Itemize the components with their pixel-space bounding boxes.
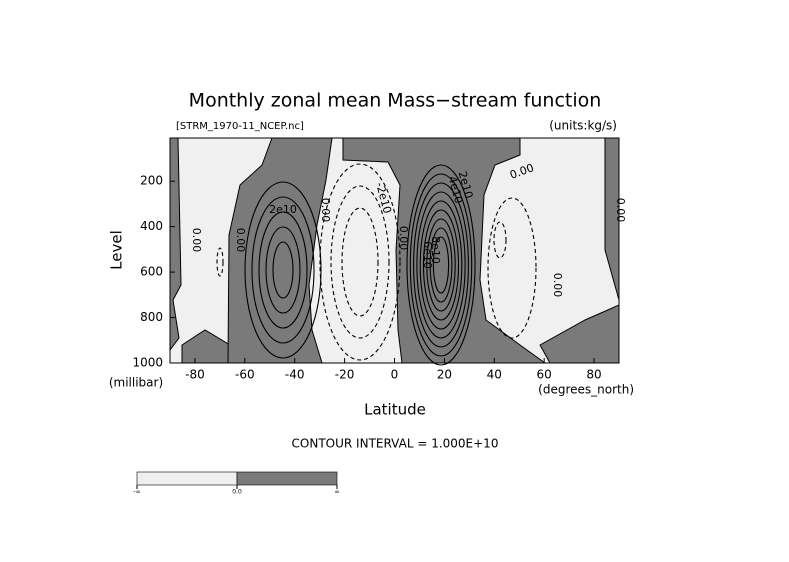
positive-region	[342, 137, 547, 364]
colorbar-negative	[136, 471, 238, 486]
contour-line	[419, 200, 463, 330]
contour-line	[265, 226, 301, 314]
contour-label: 0.00	[614, 198, 627, 223]
x-tick-label: 20	[437, 368, 452, 382]
colorbar-label: -∞	[133, 489, 140, 496]
y-tick-label: 200	[140, 174, 163, 188]
contour-line	[422, 209, 460, 321]
contour-line	[409, 173, 473, 357]
chart-title: Monthly zonal mean Mass−stream function	[189, 90, 602, 112]
subtitle: [STRM_1970-11_NCEP.nc]	[176, 121, 304, 132]
contour-line	[413, 182, 469, 348]
x-tick-label: 0	[391, 368, 399, 382]
contour-line	[432, 236, 450, 294]
positive-region	[227, 137, 333, 364]
contour-label: 2e10	[269, 203, 297, 216]
contour-label: 0.00	[551, 273, 564, 298]
x-tick-label: -40	[285, 368, 305, 382]
contour-line	[406, 164, 476, 366]
x-units: (degrees_north)	[538, 383, 634, 397]
x-tick-label: -20	[335, 368, 355, 382]
y-tick-label: 400	[140, 219, 163, 233]
contour-line	[426, 218, 456, 312]
y-tick-label: 600	[140, 265, 163, 279]
contour-line	[341, 207, 379, 317]
x-tick-label: -60	[235, 368, 255, 382]
contour-line	[216, 247, 224, 277]
contour-label: 6e10	[421, 241, 434, 269]
contour-line	[319, 163, 401, 361]
contour-line	[493, 221, 507, 259]
contour-line	[244, 181, 322, 359]
x-tick-label: 60	[537, 368, 552, 382]
contour-line	[330, 185, 390, 339]
contour-line	[272, 241, 294, 299]
contour-label: 0.00	[234, 228, 247, 253]
x-tick-label: 80	[586, 368, 601, 382]
colorbar-label: ∞	[335, 489, 340, 496]
units: (units:kg/s)	[549, 119, 617, 133]
contour-line	[416, 191, 466, 339]
y-tick-label: 800	[140, 310, 163, 324]
note: CONTOUR INTERVAL = 1.000E+10	[292, 437, 499, 451]
x-axis-label: Latitude	[364, 401, 426, 419]
colorbar-label: 0.0	[232, 489, 242, 496]
contour-label: 0.00	[319, 198, 332, 223]
colorbar-positive	[236, 471, 338, 486]
x-tick-label: 40	[487, 368, 502, 382]
contour-line	[251, 196, 315, 344]
y-units: (millibar)	[109, 376, 163, 390]
y-tick-label: 1000	[132, 356, 163, 370]
contour-line	[429, 227, 453, 303]
contour-label: 0.00	[397, 226, 410, 251]
y-axis-label: Level	[108, 230, 126, 270]
contour-label: 8e10	[429, 236, 442, 264]
contour-line	[487, 197, 537, 339]
contour-line	[258, 211, 308, 329]
contour-label: 0.00	[190, 228, 203, 253]
x-tick-label: -80	[185, 368, 205, 382]
